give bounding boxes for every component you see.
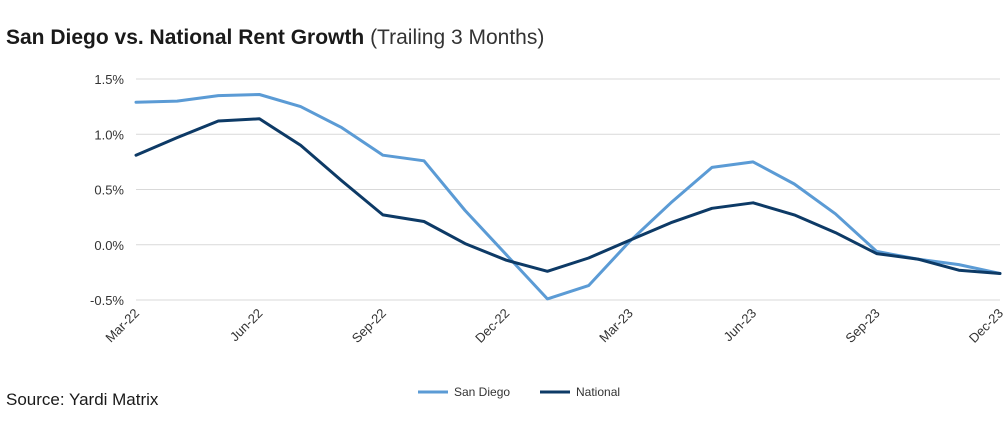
y-tick-label: 0.5%	[94, 183, 124, 198]
source-note: Source: Yardi Matrix	[6, 390, 159, 409]
y-tick-label: 0.0%	[94, 238, 124, 253]
chart-title-main: San Diego vs. National Rent Growth	[6, 26, 365, 49]
y-tick-label: 1.5%	[94, 72, 124, 87]
x-tick-label: Mar-22	[102, 306, 142, 346]
series-line-national	[134, 117, 1002, 275]
chart-title: San Diego vs. National Rent Growth (Trai…	[6, 26, 544, 50]
y-tick-label: -0.5%	[90, 293, 124, 308]
x-tick-label: Sep-23	[842, 306, 882, 346]
x-tick-label: Sep-22	[349, 306, 389, 346]
x-tick-label: Mar-23	[596, 306, 636, 346]
legend-label: National	[576, 385, 620, 399]
x-tick-label: Jun-23	[721, 306, 760, 345]
chart-subtitle: (Trailing 3 Months)	[370, 26, 545, 49]
series-line-san-diego	[134, 93, 1002, 301]
y-tick-label: 1.0%	[94, 127, 124, 142]
x-tick-label: Dec-23	[966, 306, 1006, 346]
x-tick-label: Dec-22	[472, 306, 512, 346]
x-tick-label: Jun-22	[227, 306, 266, 345]
legend-label: San Diego	[454, 385, 510, 399]
